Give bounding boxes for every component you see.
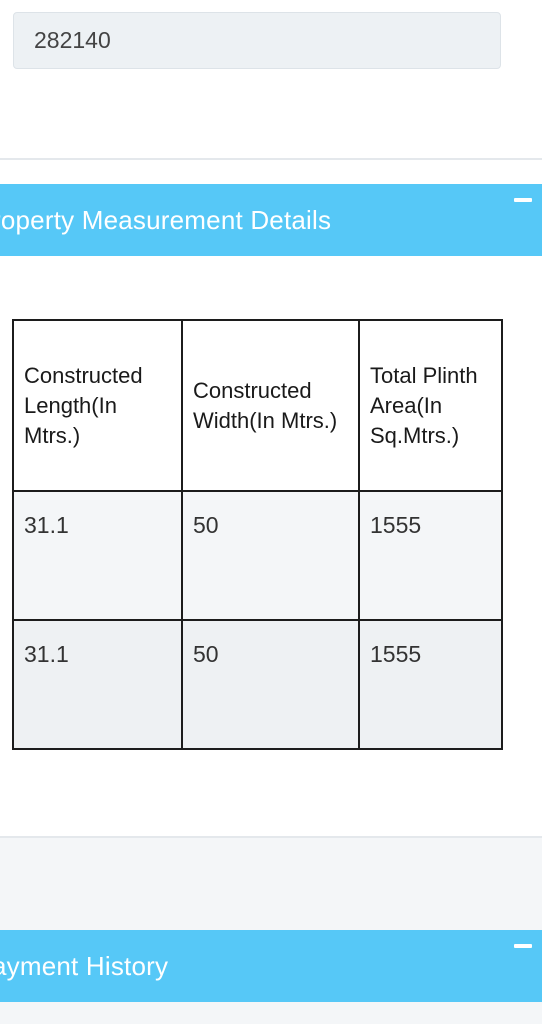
- cell-plinth-area: 1555: [358, 619, 503, 750]
- top-area: 282140: [0, 0, 542, 158]
- table-row: 31.1 50 1555: [12, 490, 503, 621]
- measurement-table-container: Constructed Length(In Mtrs.) Constructed…: [12, 319, 503, 750]
- payment-history-header[interactable]: ayment History: [0, 930, 542, 1002]
- section-spacer: [0, 838, 542, 930]
- section-divider: [0, 836, 542, 838]
- column-header-length: Constructed Length(In Mtrs.): [12, 319, 183, 492]
- property-measurement-header[interactable]: roperty Measurement Details: [0, 184, 542, 256]
- minus-icon[interactable]: [514, 198, 532, 202]
- cell-width: 50: [181, 619, 360, 750]
- cell-length: 31.1: [12, 619, 183, 750]
- table-row: 31.1 50 1555: [12, 619, 503, 750]
- column-header-plinth-area: Total Plinth Area(In Sq.Mtrs.): [358, 319, 503, 492]
- column-header-width: Constructed Width(In Mtrs.): [181, 319, 360, 492]
- table-header-row: Constructed Length(In Mtrs.) Constructed…: [12, 319, 503, 492]
- measurement-table: Constructed Length(In Mtrs.) Constructed…: [12, 319, 503, 750]
- minus-icon[interactable]: [514, 944, 532, 948]
- cell-width: 50: [181, 490, 360, 621]
- section-title: ayment History: [0, 951, 169, 981]
- cell-plinth-area: 1555: [358, 490, 503, 621]
- section-divider: [0, 158, 542, 160]
- value-field[interactable]: 282140: [13, 12, 501, 69]
- section-title: roperty Measurement Details: [0, 205, 332, 235]
- cell-length: 31.1: [12, 490, 183, 621]
- section-body: [0, 1002, 542, 1024]
